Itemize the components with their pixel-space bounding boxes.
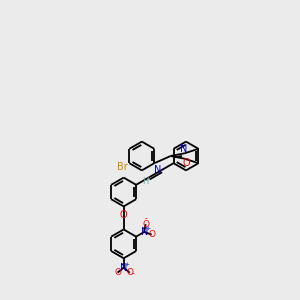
Text: O: O (182, 158, 190, 168)
Text: N: N (120, 262, 127, 273)
Text: H: H (142, 177, 148, 186)
Text: +: + (124, 262, 130, 267)
Text: O: O (142, 220, 149, 229)
Text: O: O (114, 268, 121, 277)
Text: Br: Br (118, 162, 128, 172)
Text: -: - (132, 269, 134, 278)
Text: N: N (180, 144, 187, 154)
Text: N: N (140, 227, 148, 237)
Text: O: O (148, 230, 155, 239)
Text: O: O (126, 268, 133, 277)
Text: O: O (120, 210, 128, 220)
Text: +: + (145, 226, 150, 232)
Text: -: - (145, 214, 148, 223)
Text: N: N (154, 165, 161, 176)
